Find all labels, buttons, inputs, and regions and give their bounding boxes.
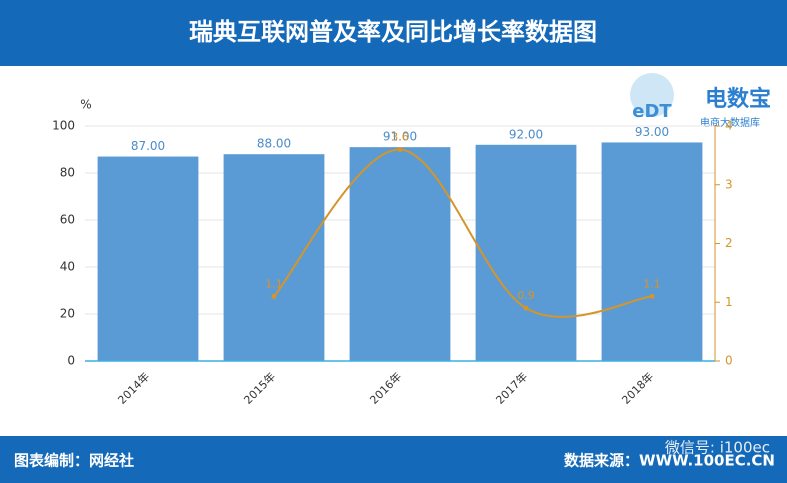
bar <box>97 156 199 361</box>
line-point <box>523 305 529 311</box>
y2-tick-label: 3 <box>725 177 733 191</box>
title-bar <box>0 0 787 66</box>
y2-tick-label: 2 <box>725 236 733 250</box>
line-value-label: 0.9 <box>517 289 535 302</box>
line-point <box>397 147 403 152</box>
logo-mark: eDT <box>632 101 672 122</box>
y-axis-label: % <box>80 98 91 112</box>
footer-right: 数据来源：WWW.100EC.CN <box>564 452 775 470</box>
y-tick-label: 60 <box>60 213 75 227</box>
bar <box>349 147 451 361</box>
footer-bar <box>0 436 787 483</box>
y-tick-label: 0 <box>67 354 75 368</box>
bar-value-label: 93.00 <box>635 125 669 139</box>
line-point <box>271 293 277 299</box>
line <box>273 148 653 318</box>
y-tick-label: 80 <box>60 166 75 180</box>
watermark: 微信号: i100ec <box>665 439 770 457</box>
line-value-label: 1.1 <box>643 277 661 290</box>
line-value-label: 3.6 <box>391 131 409 144</box>
y-tick-label: 20 <box>60 307 75 321</box>
footer-left: 图表编制：网经社 <box>14 452 134 470</box>
bar-value-label: 88.00 <box>257 137 291 151</box>
line-value-label: 1.1 <box>265 277 283 290</box>
y2-tick-label: 0 <box>725 354 733 368</box>
bar <box>475 144 577 361</box>
bar <box>601 142 703 361</box>
y-tick-label: 40 <box>60 260 75 274</box>
bar <box>223 154 325 361</box>
bar-value-label: 92.00 <box>509 127 543 141</box>
y2-tick-label: 1 <box>725 295 733 309</box>
logo-title: 电数宝 <box>705 86 771 112</box>
bar-value-label: 91.00 <box>383 130 417 144</box>
chart-title: 瑞典互联网普及率及同比增长率数据图 <box>189 18 597 46</box>
y2-tick-label: 4 <box>725 119 733 133</box>
y-tick-label: 100 <box>52 119 75 133</box>
bar-value-label: 87.00 <box>131 139 165 153</box>
line-point <box>649 293 655 299</box>
logo-cloud <box>630 73 674 117</box>
